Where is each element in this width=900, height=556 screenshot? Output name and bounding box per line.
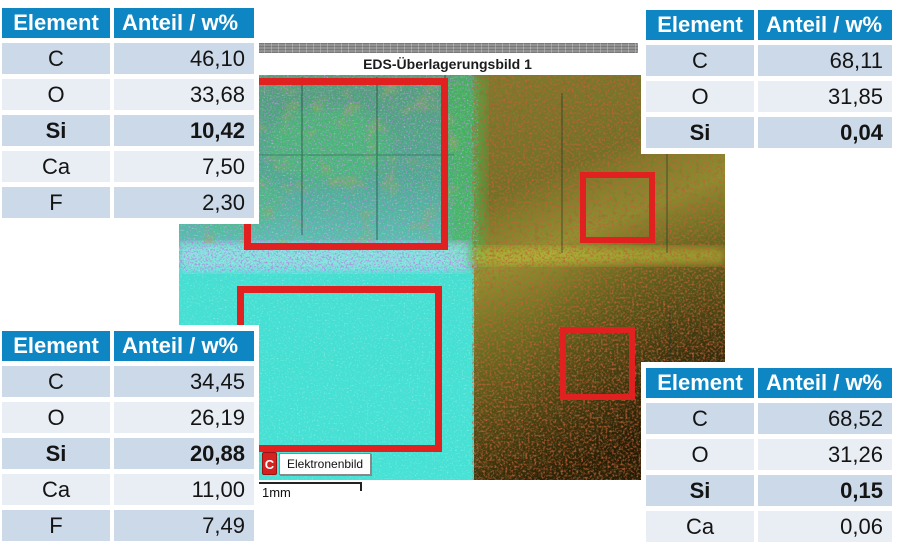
table-row: Ca 11,00 xyxy=(2,474,254,505)
table-row: C 68,11 xyxy=(646,45,892,76)
element-cell: C xyxy=(646,45,754,76)
figure-title: EDS-Überlagerungsbild 1 xyxy=(363,56,532,72)
table-header-row: Element Anteil / w% xyxy=(646,368,892,398)
scale-bar-label: 1mm xyxy=(262,485,291,500)
value-cell: 46,10 xyxy=(114,43,254,74)
header-value: Anteil / w% xyxy=(758,10,892,40)
header-value: Anteil / w% xyxy=(758,368,892,398)
element-cell: C xyxy=(2,43,110,74)
table-row: C 68,52 xyxy=(646,403,892,434)
table-row: Si 20,88 xyxy=(2,438,254,469)
value-cell: 34,45 xyxy=(114,366,254,397)
element-cell: Ca xyxy=(2,151,110,182)
table-row: C 46,10 xyxy=(2,43,254,74)
value-cell: 31,85 xyxy=(758,81,892,112)
header-value: Anteil / w% xyxy=(114,8,254,38)
value-cell: 20,88 xyxy=(114,438,254,469)
element-cell: Si xyxy=(2,115,110,146)
table-row: Si 0,15 xyxy=(646,475,892,506)
value-cell: 7,50 xyxy=(114,151,254,182)
table-row: O 31,26 xyxy=(646,439,892,470)
value-cell: 68,52 xyxy=(758,403,892,434)
table-row: Si 0,04 xyxy=(646,117,892,148)
element-cell: O xyxy=(2,402,110,433)
value-cell: 2,30 xyxy=(114,187,254,218)
eds-table-top-right: Element Anteil / w% C 68,11 O 31,85 Si 0… xyxy=(641,4,897,154)
value-cell: 26,19 xyxy=(114,402,254,433)
value-cell: 0,04 xyxy=(758,117,892,148)
table-row: F 7,49 xyxy=(2,510,254,541)
value-cell: 0,06 xyxy=(758,511,892,542)
table-header-row: Element Anteil / w% xyxy=(2,8,254,38)
header-element: Element xyxy=(646,368,754,398)
value-cell: 0,15 xyxy=(758,475,892,506)
header-element: Element xyxy=(646,10,754,40)
header-element: Element xyxy=(2,331,110,361)
value-cell: 7,49 xyxy=(114,510,254,541)
table-row: Ca 0,06 xyxy=(646,511,892,542)
value-cell: 11,00 xyxy=(114,474,254,505)
element-cell: O xyxy=(646,81,754,112)
element-cell: C xyxy=(646,403,754,434)
element-cell: Si xyxy=(646,117,754,148)
header-value: Anteil / w% xyxy=(114,331,254,361)
table-row: O 26,19 xyxy=(2,402,254,433)
eds-table-bottom-right: Element Anteil / w% C 68,52 O 31,26 Si 0… xyxy=(641,362,897,548)
roi-box-top-right xyxy=(580,172,655,243)
table-header-row: Element Anteil / w% xyxy=(2,331,254,361)
value-cell: 31,26 xyxy=(758,439,892,470)
element-cell: O xyxy=(2,79,110,110)
detector-channel-icon: C xyxy=(262,452,277,475)
table-row: F 2,30 xyxy=(2,187,254,218)
element-cell: F xyxy=(2,187,110,218)
element-cell: Ca xyxy=(646,511,754,542)
table-row: Si 10,42 xyxy=(2,115,254,146)
element-cell: Ca xyxy=(2,474,110,505)
table-row: O 31,85 xyxy=(646,81,892,112)
value-cell: 68,11 xyxy=(758,45,892,76)
table-row: Ca 7,50 xyxy=(2,151,254,182)
element-cell: O xyxy=(646,439,754,470)
roi-box-bottom-left xyxy=(237,286,442,452)
table-header-row: Element Anteil / w% xyxy=(646,10,892,40)
roi-box-bottom-right xyxy=(560,327,635,400)
header-element: Element xyxy=(2,8,110,38)
eds-table-bottom-left: Element Anteil / w% C 34,45 O 26,19 Si 2… xyxy=(0,325,259,547)
element-cell: Si xyxy=(646,475,754,506)
element-cell: Si xyxy=(2,438,110,469)
roi-box-top-left xyxy=(244,78,448,250)
table-row: O 33,68 xyxy=(2,79,254,110)
element-cell: C xyxy=(2,366,110,397)
element-cell: F xyxy=(2,510,110,541)
divider-bar xyxy=(257,43,638,53)
eds-table-top-left: Element Anteil / w% C 46,10 O 33,68 Si 1… xyxy=(0,2,259,224)
scale-bar-right-tick xyxy=(360,482,362,491)
detector-label: Elektronenbild xyxy=(279,453,372,475)
value-cell: 33,68 xyxy=(114,79,254,110)
value-cell: 10,42 xyxy=(114,115,254,146)
table-row: C 34,45 xyxy=(2,366,254,397)
